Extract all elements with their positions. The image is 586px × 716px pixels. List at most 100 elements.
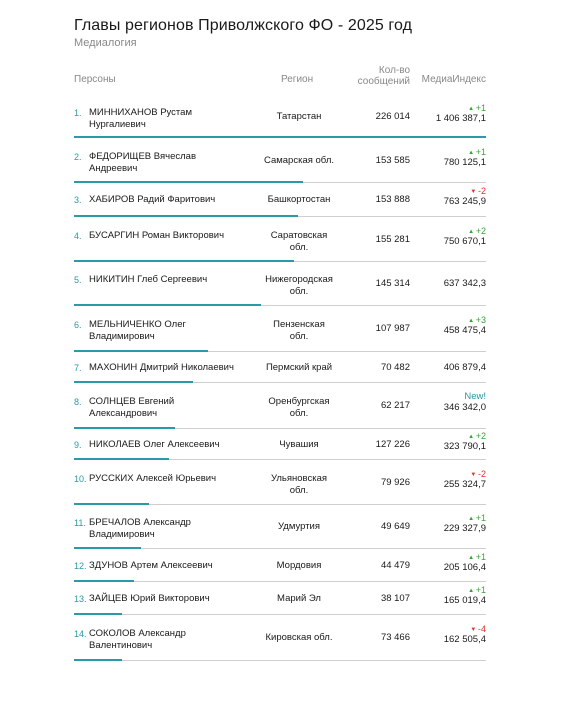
- rank-change-badge: ▲ +1: [446, 103, 486, 114]
- region-line2: обл.: [289, 408, 309, 419]
- row-rank: 10.: [74, 474, 87, 484]
- region-name: Чувашия: [252, 439, 346, 451]
- rank-change-value: +1: [475, 147, 486, 157]
- triangle-down-icon: ▼: [470, 472, 478, 478]
- media-index: 780 125,1: [443, 157, 486, 168]
- media-index: 458 475,4: [443, 325, 486, 336]
- media-index: 165 019,4: [443, 595, 486, 606]
- media-index: 637 342,3: [443, 278, 486, 289]
- triangle-up-icon: ▲: [468, 555, 476, 561]
- row-rank: 14.: [74, 629, 87, 639]
- rank-change-badge: New!: [446, 392, 486, 402]
- rank-change-value: +1: [475, 103, 486, 113]
- rank-change-badge: ▼ -2: [446, 469, 486, 480]
- rank-change-badge: ▲ +1: [446, 513, 486, 524]
- rank-change-badge: ▲ +1: [446, 585, 486, 596]
- region-line2: обл.: [289, 286, 309, 297]
- message-count: 38 107: [380, 593, 410, 604]
- table-row: 9. НИКОЛАЕВ Олег Алексеевич Чувашия 127 226…: [74, 429, 486, 460]
- message-count: 44 479: [380, 560, 410, 571]
- person-name: ЗАЙЦЕВ Юрий Викторович: [89, 593, 239, 605]
- row-rank: 2.: [74, 152, 82, 162]
- media-index-bar: [74, 580, 134, 582]
- person-name-line1: ХАБИРОВ Радий Фаритович: [89, 194, 216, 205]
- region-line2: обл.: [289, 331, 309, 342]
- rank-change-value: +2: [475, 431, 486, 441]
- person-name: БРЕЧАЛОВ Александр Владимирович: [89, 517, 239, 541]
- message-count: 145 314: [375, 278, 410, 289]
- person-name: МИННИХАНОВ Рустам Нургалиевич: [89, 107, 239, 131]
- person-name: ЗДУНОВ Артем Алексеевич: [89, 560, 239, 572]
- person-name: НИКОЛАЕВ Олег Алексеевич: [89, 439, 239, 451]
- media-index: 229 327,9: [443, 523, 486, 534]
- person-name: СОЛНЦЕВ Евгений Александрович: [89, 396, 239, 420]
- rank-change-value: +1: [475, 513, 486, 523]
- row-rank: 4.: [74, 231, 82, 241]
- media-index-bar: [74, 381, 193, 383]
- person-name-line2: Владимирович: [89, 529, 155, 540]
- media-index: 346 342,0: [443, 402, 486, 413]
- person-name-line1: ЗДУНОВ Артем Алексеевич: [89, 560, 213, 571]
- region-name: Пензенская обл.: [252, 319, 346, 343]
- media-index-bar: [74, 613, 122, 615]
- table-header: Персоны Регион Кол-во сообщений МедиаИнд…: [74, 60, 486, 96]
- rank-change-value: New!: [464, 391, 486, 402]
- rank-change-value: -2: [477, 469, 486, 479]
- message-count: 127 226: [375, 439, 410, 450]
- region-line1: Саратовская: [270, 230, 328, 241]
- region-name: Нижегородская обл.: [252, 274, 346, 298]
- triangle-up-icon: ▲: [468, 588, 476, 594]
- media-index: 255 324,7: [443, 479, 486, 490]
- media-index: 205 106,4: [443, 562, 486, 573]
- region-line1: Кировская обл.: [265, 632, 333, 643]
- column-header-count-line2: сообщений: [357, 76, 410, 87]
- message-count: 70 482: [380, 362, 410, 373]
- person-name: СОКОЛОВ Александр Валентинович: [89, 628, 239, 652]
- person-name-line1: МЕЛЬНИЧЕНКО Олег: [89, 319, 186, 330]
- media-index-bar: [74, 350, 208, 352]
- media-index-bar: [74, 304, 261, 306]
- triangle-up-icon: ▲: [468, 229, 476, 235]
- media-index-bar: [74, 260, 294, 262]
- person-name: РУССКИХ Алексей Юрьевич: [89, 473, 239, 485]
- person-name-line1: СОЛНЦЕВ Евгений: [89, 396, 175, 407]
- region-name: Татарстан: [252, 111, 346, 123]
- rank-change-badge: ▲ +1: [446, 552, 486, 563]
- region-line1: Пермский край: [265, 362, 333, 373]
- row-rank: 1.: [74, 108, 82, 118]
- region-line1: Марий Эл: [277, 593, 321, 604]
- person-name-line1: НИКИТИН Глеб Сергеевич: [89, 274, 208, 285]
- row-rank: 11.: [74, 518, 86, 528]
- region-line1: Пензенская: [273, 319, 325, 330]
- person-name-line1: ФЕДОРИЩЕВ Вячеслав: [89, 151, 196, 162]
- row-rank: 6.: [74, 320, 82, 330]
- row-rank: 13.: [74, 594, 87, 604]
- region-line2: обл.: [289, 485, 309, 496]
- media-index: 162 505,4: [443, 634, 486, 645]
- region-line1: Ульяновская: [270, 473, 328, 484]
- region-name: Самарская обл.: [252, 155, 346, 167]
- person-name: БУСАРГИН Роман Викторович: [89, 230, 239, 242]
- region-name: Оренбургская обл.: [252, 396, 346, 420]
- person-name-line1: МИННИХАНОВ Рустам: [89, 107, 192, 118]
- person-name-line1: БУСАРГИН Роман Викторович: [89, 230, 225, 241]
- media-index-bar: [74, 503, 149, 505]
- region-name: Марий Эл: [252, 593, 346, 605]
- message-count: 107 987: [375, 323, 410, 334]
- rank-change-value: +1: [475, 585, 486, 595]
- page-title: Главы регионов Приволжского ФО - 2025 го…: [74, 17, 413, 34]
- message-count: 155 281: [375, 234, 410, 245]
- table-row: 4. БУСАРГИН Роман Викторович Саратовская об…: [74, 217, 486, 262]
- rank-change-badge: ▲ +3: [446, 315, 486, 326]
- row-rank: 5.: [74, 275, 82, 285]
- person-name: МЕЛЬНИЧЕНКО Олег Владимирович: [89, 319, 239, 343]
- media-index-bar: [74, 181, 303, 183]
- column-header-count-line1: Кол-во: [378, 65, 410, 76]
- media-index: 1 406 387,1: [435, 113, 486, 124]
- region-name: Ульяновская обл.: [252, 473, 346, 497]
- table-body: 1. МИННИХАНОВ Рустам Нургалиевич Татарстан 2…: [74, 96, 486, 661]
- media-index: 750 670,1: [443, 236, 486, 247]
- region-name: Удмуртия: [252, 521, 346, 533]
- message-count: 79 926: [380, 477, 410, 488]
- table-row: 8. СОЛНЦЕВ Евгений Александрович Оренбургск…: [74, 383, 486, 429]
